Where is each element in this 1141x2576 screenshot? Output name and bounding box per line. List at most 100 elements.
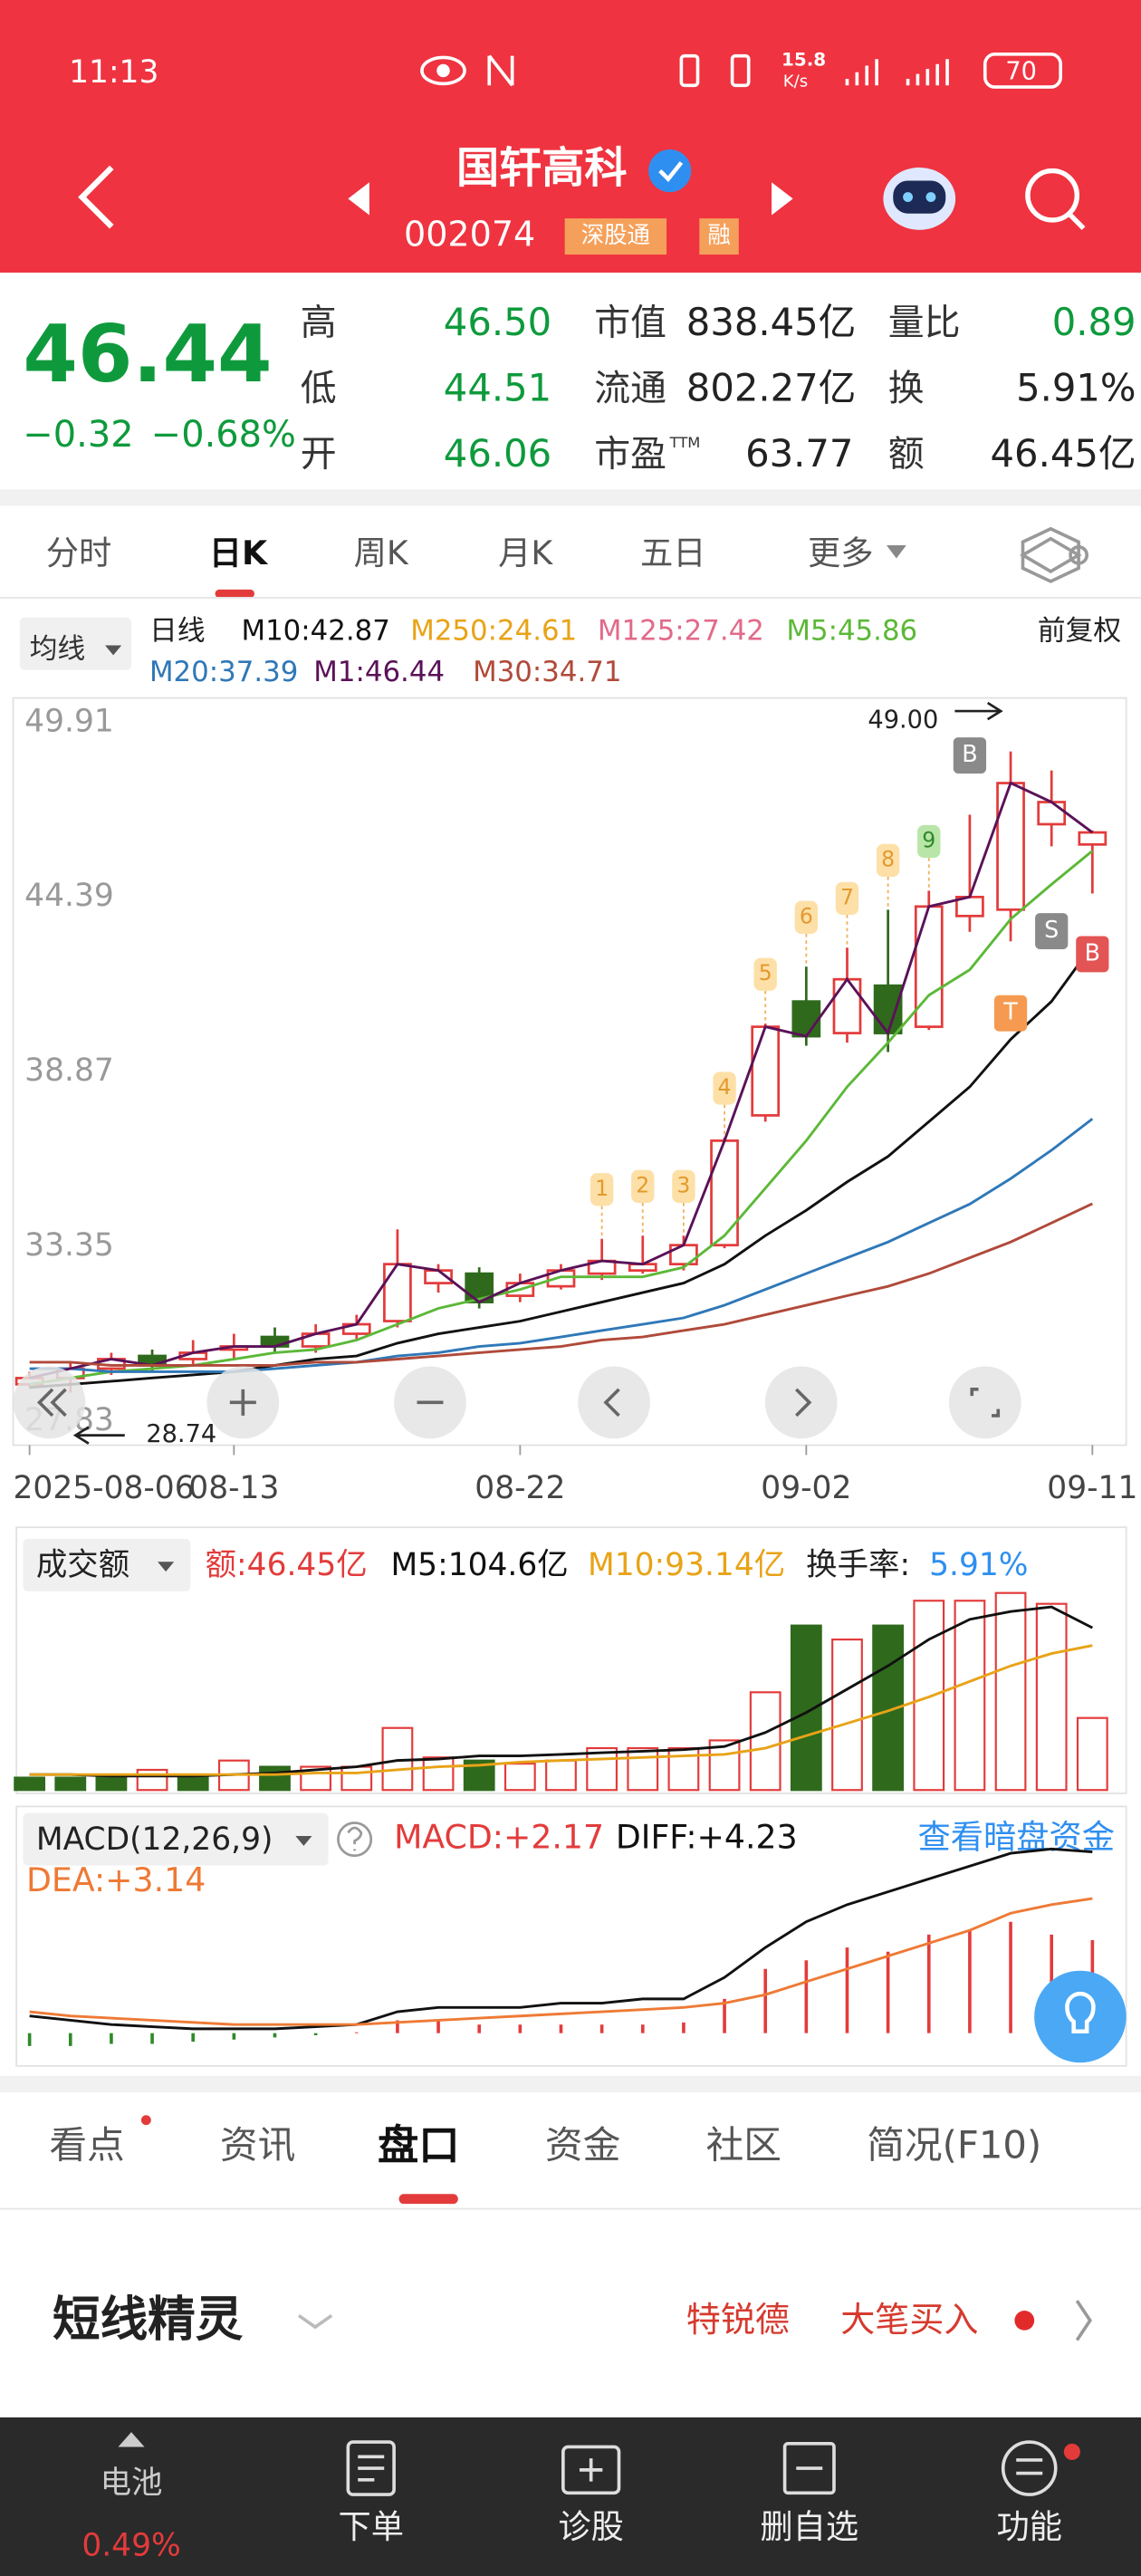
legend-entry: M5:104.6亿 xyxy=(390,1547,568,1583)
nav-item[interactable]: 下单 xyxy=(338,2507,404,2546)
help-icon[interactable] xyxy=(337,1821,373,1858)
volume-bar xyxy=(749,1691,781,1792)
period-tab[interactable]: 月K xyxy=(498,533,553,572)
macd-select[interactable] xyxy=(23,1812,329,1866)
signal-text: 2 xyxy=(636,1172,649,1197)
stock-code: 002074 xyxy=(404,215,535,255)
volume-chart: 额:46.45亿 M5:104.6亿 M10:93.14亿 xyxy=(14,1547,1108,1792)
volume-select[interactable] xyxy=(23,1538,191,1591)
back-button[interactable] xyxy=(78,165,114,229)
battery-value: 0.49% xyxy=(82,2528,180,2564)
nav-item[interactable]: 删自选 xyxy=(760,2507,858,2546)
signal-text: 9 xyxy=(922,827,935,852)
low-label: 28.74 xyxy=(146,1420,216,1448)
legend-entry: M20:37.39 xyxy=(149,656,298,688)
control-icon xyxy=(229,1389,256,1416)
stat-value: 838.45亿 xyxy=(686,300,857,344)
stat-value: 5.91% xyxy=(1016,366,1136,410)
tab-indicator xyxy=(215,589,255,598)
settings-icon[interactable] xyxy=(1019,526,1082,583)
stat-label: 流通 xyxy=(594,368,666,409)
volume-bar xyxy=(340,1765,373,1792)
change: −0.32 xyxy=(23,414,133,456)
detail-tab[interactable]: 简况(F10) xyxy=(867,2123,1041,2167)
volume-bar xyxy=(913,1600,945,1792)
x-tick-label: 08-13 xyxy=(188,1470,279,1506)
legend-entry: DIFF:+4.23 xyxy=(616,1818,798,1857)
volume-bar xyxy=(1076,1716,1108,1792)
change-pct: −0.68% xyxy=(151,414,296,456)
status-time: 11:13 xyxy=(69,54,158,91)
prev-stock[interactable] xyxy=(348,182,369,216)
nav-icons xyxy=(346,2440,1058,2496)
nav-items: 下单 诊股 删自选 功能 xyxy=(338,2507,1062,2546)
sprite-stock[interactable]: 特锐德 xyxy=(686,2300,790,2340)
chart-control[interactable] xyxy=(948,1366,1021,1439)
search-button[interactable] xyxy=(1025,168,1086,230)
signal-badge xyxy=(917,824,941,859)
quote-stats: 高 46.50 市值 838.45亿 量比 0.89 低 44.51 流通 802.27亿换 5.9… xyxy=(301,300,1136,476)
period-tab[interactable]: 五日 xyxy=(640,533,706,572)
candle-body xyxy=(873,984,903,1034)
robot-button[interactable] xyxy=(883,167,956,230)
macd-chart: MACD:+2.17 DIFF:+4.23 DEA:+3.14 xyxy=(26,1818,1095,2046)
volume-bar xyxy=(545,1759,577,1792)
tag: 融 xyxy=(707,221,730,248)
next-stock[interactable] xyxy=(772,182,793,216)
adjust-label[interactable]: 前复权 xyxy=(1038,615,1121,648)
period-tab[interactable]: 周K xyxy=(354,533,409,572)
net-speed: 15.8 xyxy=(781,49,826,71)
ma-line xyxy=(29,1118,1094,1373)
signal-text: 3 xyxy=(676,1172,690,1197)
candle-body xyxy=(832,977,862,1034)
legend-entry: M1:46.44 xyxy=(313,656,445,688)
volume-panel xyxy=(15,1526,1127,1794)
volume-bar xyxy=(259,1765,291,1792)
detail-tab[interactable]: 看点 xyxy=(49,2123,124,2167)
plot-area: 1 2 3 4 5 6 7 8 9 xyxy=(14,751,1107,1393)
dropdown-caret xyxy=(886,544,906,559)
period-tab[interactable]: 更多 xyxy=(808,533,874,572)
period-tab[interactable]: 分时 xyxy=(46,533,112,572)
legend-entry: 额:46.45亿 xyxy=(206,1547,368,1583)
price: 46.44 xyxy=(23,308,272,400)
separator xyxy=(0,2075,1141,2092)
stat-label: 高 xyxy=(301,302,337,343)
chart-control[interactable] xyxy=(13,1366,86,1439)
x-tick-label: 09-02 xyxy=(761,1470,851,1506)
stat-sup: TTM xyxy=(669,434,701,451)
nav-item[interactable]: 功能 xyxy=(996,2507,1062,2546)
indicator-select[interactable] xyxy=(19,617,132,670)
stat-value: 44.51 xyxy=(444,366,551,410)
volume-bar xyxy=(627,1746,659,1792)
bulb-button[interactable] xyxy=(1034,1970,1127,2063)
net-unit: K/s xyxy=(783,72,808,91)
volume-ma-line xyxy=(29,1644,1093,1776)
tab-indicator xyxy=(398,2194,458,2205)
sprite-event: 大笔买入 xyxy=(840,2300,978,2340)
period-tab[interactable]: 日K xyxy=(209,533,269,572)
candle-body xyxy=(791,1000,821,1038)
nav-item[interactable]: 诊股 xyxy=(558,2507,624,2546)
chart-controls xyxy=(13,1366,1021,1439)
chart-control[interactable] xyxy=(578,1366,650,1439)
detail-tab[interactable]: 盘口 xyxy=(378,2121,460,2169)
legend-entry: M10:93.14亿 xyxy=(588,1547,785,1583)
detail-tab[interactable]: 资讯 xyxy=(220,2123,295,2167)
battery-label[interactable]: 电池 xyxy=(101,2465,163,2502)
trade-badge-text: T xyxy=(1002,998,1018,1025)
tag: 深股通 xyxy=(581,221,650,248)
volume-bar xyxy=(422,1756,455,1792)
volume-bar xyxy=(1035,1602,1068,1792)
high-arrow xyxy=(954,701,1003,721)
more-arrow[interactable] xyxy=(1075,2300,1092,2341)
low-arrow xyxy=(72,1426,125,1445)
macd-line xyxy=(29,1847,1093,2031)
detail-tab[interactable]: 社区 xyxy=(706,2123,781,2167)
stat-label: 开 xyxy=(301,434,337,476)
candle-body xyxy=(1078,831,1107,846)
volume-bar xyxy=(136,1768,168,1792)
detail-tab[interactable]: 资金 xyxy=(545,2123,620,2167)
chart-control[interactable] xyxy=(764,1366,838,1439)
